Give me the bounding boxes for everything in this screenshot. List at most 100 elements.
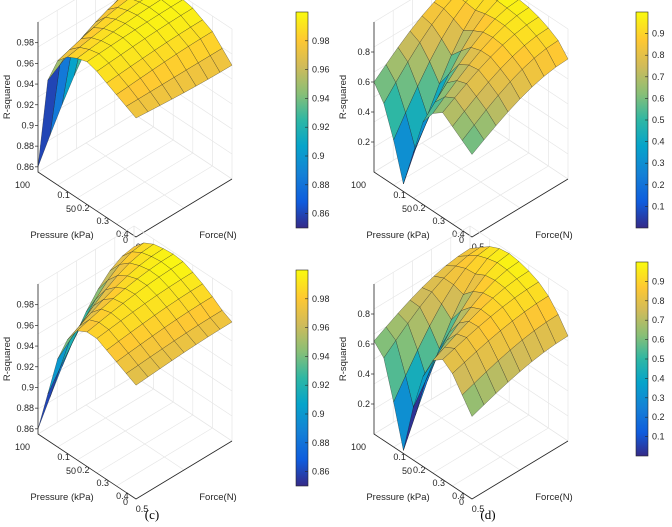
colorbar-c: 0.86 0.88 0.9 0.92 0.94 0.96 0.98	[295, 269, 330, 487]
z-tick-label: 0.98	[16, 300, 34, 310]
y-axis-label: Pressure (kPa)	[30, 230, 93, 241]
z-tick-label: 0.86	[16, 424, 34, 434]
x-tick-label: 0.5	[136, 504, 149, 514]
x-axis-label: Force(N)	[535, 230, 572, 241]
colorbar-tick-label: 0.3	[652, 393, 665, 403]
subplot-b: 0.2 0.4 0.6 0.8 0.1 0.2 0.3 0.4 0.5 0 50 100 R-squar…	[338, 0, 573, 260]
x-tick-label: 0.3	[433, 478, 446, 488]
x-tick-label: 0.1	[57, 452, 70, 462]
z-tick-label: 0.6	[357, 339, 370, 349]
colorbar-a: 0.86 0.88 0.9 0.92 0.94 0.96 0.98	[295, 11, 330, 229]
z-axis-label: R-squared	[338, 75, 349, 119]
x-tick-label: 0.5	[472, 242, 485, 252]
colorbar-d: 0.1 0.2 0.3 0.4 0.5 0.6 0.7 0.8 0.9	[635, 261, 665, 457]
colorbar-tick-label: 0.7	[652, 315, 665, 325]
panel-caption: (d)	[480, 507, 495, 522]
x-tick-label: 0.1	[393, 190, 406, 200]
x-tick-label: 0.2	[413, 203, 426, 213]
panel-caption: (c)	[145, 507, 159, 522]
y-tick-label: 0	[123, 497, 128, 507]
z-tick-label: 0.9	[21, 120, 34, 130]
z-tick-label: 0.92	[16, 362, 34, 372]
colorbar-tick-label: 0.96	[312, 65, 330, 75]
x-tick-label: 0.2	[413, 465, 426, 475]
z-tick-label: 0.4	[357, 369, 370, 379]
colorbar-tick-label: 0.88	[312, 180, 330, 190]
colorbar-tick-label: 0.94	[312, 351, 330, 361]
surface-b	[373, 0, 569, 185]
colorbar-tick-label: 0.3	[652, 158, 665, 168]
colorbar-gradient	[295, 269, 309, 487]
colorbar-tick-label: 0.9	[312, 409, 325, 419]
colorbar-tick-label: 0.94	[312, 93, 330, 103]
axis-lines	[37, 284, 233, 500]
colorbar-tick-label: 0.9	[312, 151, 325, 161]
x-tick-label: 0.3	[433, 216, 446, 226]
axis-lines	[373, 22, 569, 238]
y-tick-label: 100	[351, 442, 366, 452]
colorbar-tick-label: 0.6	[652, 335, 665, 345]
colorbar-tick-label: 0.9	[652, 276, 665, 286]
y-tick-label: 50	[402, 466, 412, 476]
x-tick-label: 0.1	[57, 190, 70, 200]
colorbar-tick-label: 0.9	[652, 29, 665, 39]
colorbar-tick-label: 0.5	[652, 115, 665, 125]
z-tick-label: 0.8	[357, 309, 370, 319]
subplot-d: 0.2 0.4 0.6 0.8 0.1 0.2 0.3 0.4 0.5 0 50 100 R-squar…	[338, 225, 573, 522]
x-axis-label: Force(N)	[199, 230, 236, 241]
colorbar-tick-label: 0.92	[312, 122, 330, 132]
y-tick-label: 0	[459, 497, 464, 507]
z-tick-label: 0.86	[16, 162, 34, 172]
colorbar-tick-label: 0.88	[312, 438, 330, 448]
surface-a	[37, 0, 233, 167]
colorbar-tick-label: 0.86	[312, 209, 330, 219]
z-tick-label: 0.6	[357, 77, 370, 87]
colorbar-tick-label: 0.4	[652, 373, 665, 383]
colorbar-tick-label: 0.2	[652, 412, 665, 422]
x-axis-label: Force(N)	[199, 492, 236, 503]
x-tick-label: 0.4	[116, 229, 129, 239]
z-tick-label: 0.94	[16, 341, 34, 351]
x-tick-label: 0.2	[77, 465, 90, 475]
colorbar-tick-label: 0.92	[312, 380, 330, 390]
z-axis-label: R-squared	[338, 337, 349, 381]
z-tick-label: 0.88	[16, 403, 34, 413]
y-tick-label: 0	[459, 235, 464, 245]
z-tick-label: 0.8	[357, 47, 370, 57]
z-tick-label: 0.96	[16, 320, 34, 330]
z-tick-label: 0.88	[16, 141, 34, 151]
subplot-c: 0.860.880.90.920.940.960.980.10.20.30.40…	[2, 225, 237, 522]
z-tick-label: 0.4	[357, 107, 370, 117]
x-tick-label: 0.2	[77, 203, 90, 213]
x-tick-label: 0.3	[97, 216, 110, 226]
colorbar-tick-label: 0.2	[652, 180, 665, 190]
y-tick-label: 100	[15, 180, 30, 190]
y-axis-label: Pressure (kPa)	[30, 492, 93, 503]
z-axis-label: R-squared	[2, 75, 13, 119]
y-tick-label: 50	[402, 204, 412, 214]
x-tick-label: 0.4	[452, 229, 465, 239]
x-tick-label: 0.1	[393, 452, 406, 462]
colorbar-tick-label: 0.98	[312, 294, 330, 304]
z-tick-label: 0.92	[16, 100, 34, 110]
colorbar-gradient	[295, 11, 309, 229]
colorbar-tick-label: 0.8	[652, 296, 665, 306]
surface-d	[373, 246, 569, 452]
z-tick-label: 0.2	[357, 137, 370, 147]
y-tick-label: 50	[66, 466, 76, 476]
z-tick-label: 0.9	[21, 382, 34, 392]
x-tick-label: 0.5	[472, 504, 485, 514]
colorbar-tick-label: 0.7	[652, 72, 665, 82]
colorbar-tick-label: 0.5	[652, 354, 665, 364]
colorbar-tick-label: 0.8	[652, 50, 665, 60]
colorbar-tick-label: 0.96	[312, 323, 330, 333]
y-axis-label: Pressure (kPa)	[366, 230, 429, 241]
colorbar-tick-label: 0.86	[312, 467, 330, 477]
surface-c	[37, 242, 233, 429]
x-tick-label: 0.4	[116, 491, 129, 501]
z-tick-label: 0.98	[16, 38, 34, 48]
axis-lines	[373, 284, 569, 500]
y-tick-label: 50	[66, 204, 76, 214]
colorbar-tick-label: 0.1	[652, 432, 665, 442]
